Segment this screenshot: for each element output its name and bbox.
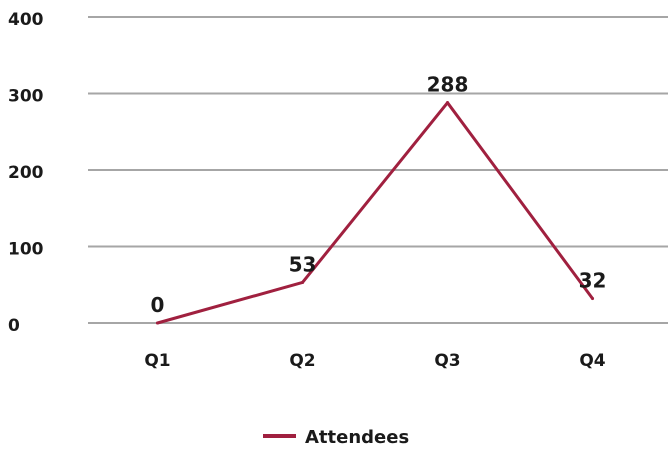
data-label: 53: [289, 252, 317, 276]
y-tick-label: 0: [8, 316, 20, 336]
x-tick-label: Q3: [434, 351, 460, 371]
data-point: [446, 101, 449, 105]
x-tick-label: Q1: [144, 351, 170, 371]
series-line-segment: [301, 101, 449, 284]
data-labels: 0 53 288 32: [151, 73, 607, 317]
data-point: [591, 297, 594, 301]
x-tick-label: Q4: [579, 351, 605, 371]
y-axis-tick-labels: 0 100 200 300 400: [8, 10, 44, 336]
y-tick-label: 200: [8, 163, 44, 183]
series-lines: [156, 101, 594, 325]
data-point: [156, 321, 159, 325]
data-label: 0: [151, 293, 165, 317]
data-point: [301, 280, 304, 284]
legend-label: Attendees: [305, 427, 409, 445]
series-line-segment: [156, 280, 304, 325]
data-label: 288: [427, 73, 469, 97]
gridlines: [88, 16, 668, 324]
legend: Attendees: [263, 427, 409, 448]
y-tick-label: 100: [8, 240, 44, 260]
data-label: 32: [579, 269, 607, 293]
x-axis-tick-labels: Q1 Q2 Q3 Q4: [144, 351, 605, 371]
x-tick-label: Q2: [289, 351, 315, 371]
series-line-segment: [446, 101, 594, 301]
y-tick-label: 300: [8, 87, 44, 107]
y-tick-label: 400: [8, 10, 44, 30]
